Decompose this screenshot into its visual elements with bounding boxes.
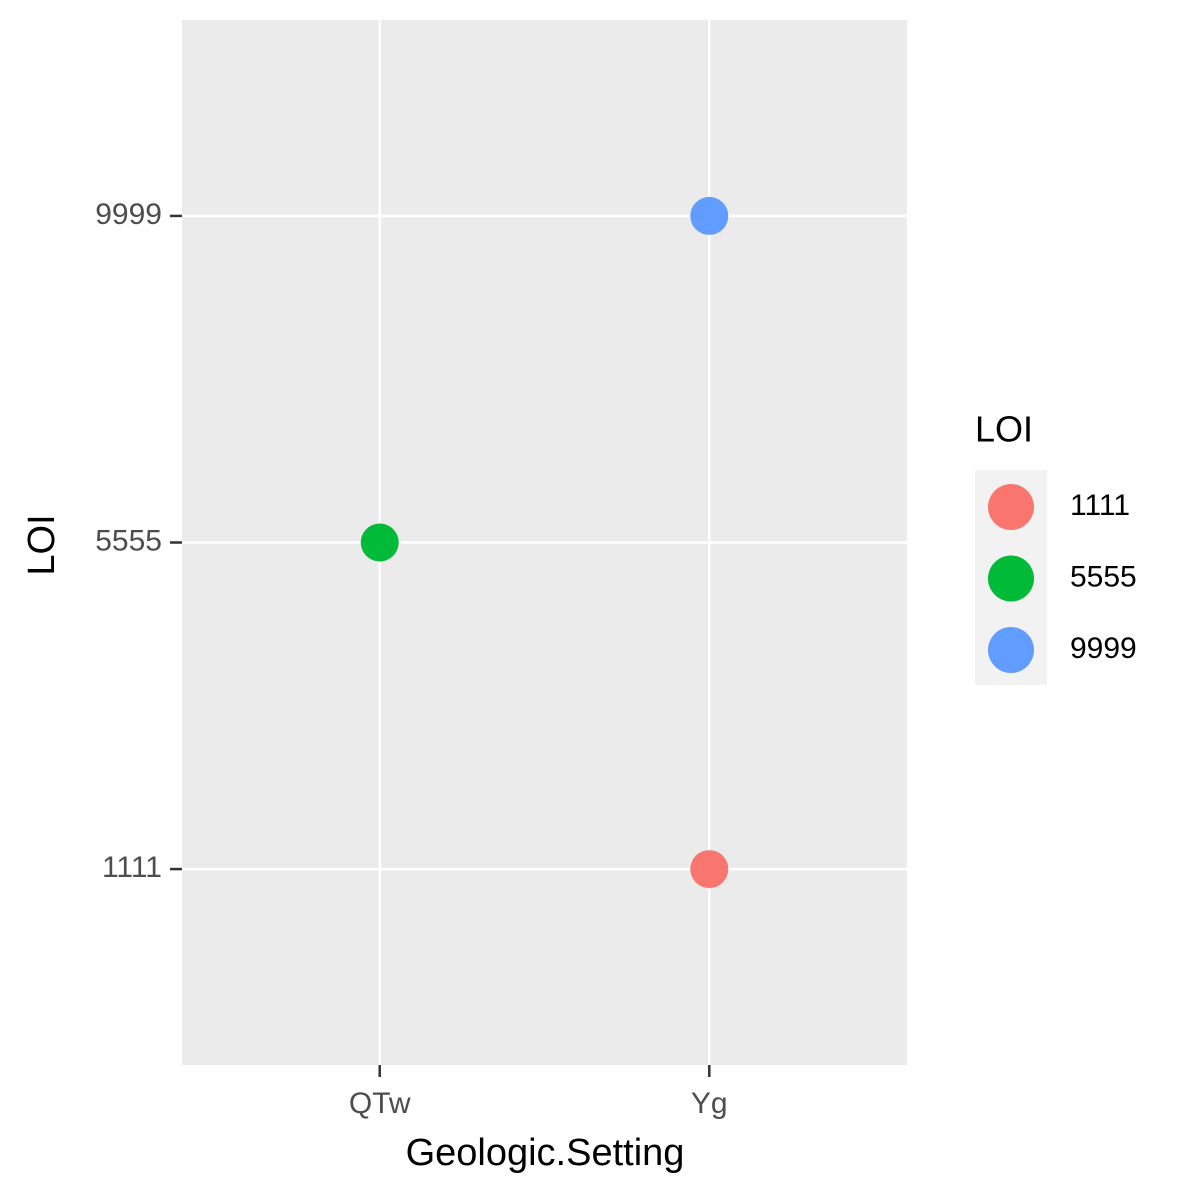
legend-key [988, 484, 1034, 530]
x-tick-label: Yg [691, 1087, 728, 1120]
y-tick-label: 5555 [95, 524, 162, 557]
x-tick-label: QTw [349, 1087, 411, 1120]
legend-label: 9999 [1070, 632, 1137, 665]
legend-title: LOI [975, 409, 1033, 450]
legend-key [988, 627, 1034, 673]
point [360, 523, 399, 562]
y-tick-label: 1111 [102, 851, 162, 884]
legend-label: 1111 [1070, 489, 1130, 522]
y-tick-label: 9999 [95, 198, 162, 231]
point [690, 850, 729, 889]
y-axis-title: LOI [21, 514, 63, 575]
legend-key [988, 555, 1034, 602]
legend-label: 5555 [1070, 560, 1137, 593]
point [690, 196, 729, 235]
x-axis-title: Geologic.Setting [406, 1132, 685, 1174]
